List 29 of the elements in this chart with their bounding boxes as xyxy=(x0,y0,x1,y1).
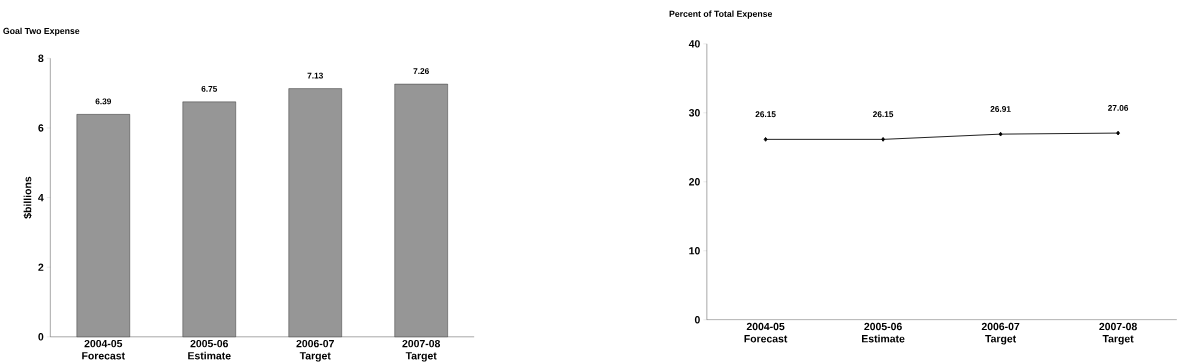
x-tick-label: 2007-08 Target xyxy=(402,339,441,362)
x-tick-label: 2007-08 Target xyxy=(1099,322,1137,345)
y-tick-label: 30 xyxy=(688,108,700,117)
data-label: 7.26 xyxy=(413,67,429,74)
data-label: 27.06 xyxy=(1108,104,1129,111)
data-label: 7.13 xyxy=(307,72,323,79)
chart-title: Percent of Total Expense xyxy=(669,10,773,19)
y-tick-label: 10 xyxy=(689,246,700,255)
y-tick-label: 0 xyxy=(38,332,44,341)
data-label: 26.91 xyxy=(990,105,1011,112)
x-tick-label: 2005-06 Estimate xyxy=(862,322,905,343)
chart-title: Goal Two Expense xyxy=(3,27,80,36)
data-label: 6.75 xyxy=(201,85,218,92)
y-tick-label: 20 xyxy=(689,177,700,186)
y-tick-label: 8 xyxy=(38,54,44,62)
x-tick-label: 2004-05 Forecast xyxy=(82,339,125,360)
x-tick-label: 2006-07 Target xyxy=(981,322,1020,345)
data-label: 26.15 xyxy=(755,111,776,117)
y-tick-label: 40 xyxy=(688,39,700,48)
y-tick-label: 4 xyxy=(38,193,44,201)
y-tick-label: 2 xyxy=(38,263,44,271)
y-tick-label: 0 xyxy=(694,315,700,324)
x-tick-label: 2005-06 Estimate xyxy=(188,339,231,360)
x-tick-label: 2004-05 Forecast xyxy=(744,322,788,343)
x-tick-label: 2006-07 Target xyxy=(296,339,334,362)
y-axis-title: $billions xyxy=(23,176,32,219)
y-tick-label: 6 xyxy=(38,124,44,132)
data-label: 26.15 xyxy=(873,111,894,117)
data-label: 6.39 xyxy=(95,98,112,105)
